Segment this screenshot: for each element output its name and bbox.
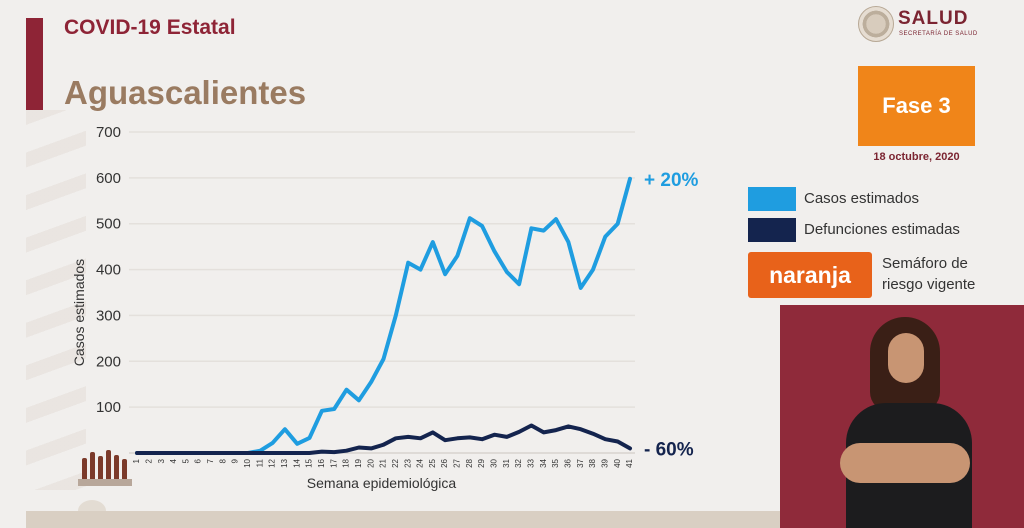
semaforo-text-line1: Semáforo de (882, 255, 968, 272)
legend-deaths-swatch (748, 218, 796, 242)
x-tick-label: 12 (268, 458, 277, 467)
x-tick-label: 19 (354, 458, 363, 467)
x-tick-label: 41 (625, 458, 634, 467)
y-tick-label: 500 (96, 216, 121, 233)
x-tick-label: 29 (477, 458, 486, 467)
x-tick-label: 6 (194, 458, 203, 463)
x-tick-label: 30 (490, 458, 499, 467)
x-tick-label: 24 (416, 458, 425, 467)
x-tick-label: 32 (514, 458, 523, 467)
x-tick-label: 20 (366, 458, 375, 467)
x-tick-label: 18 (342, 458, 351, 467)
x-tick-label: 36 (563, 458, 572, 467)
x-tick-label: 27 (453, 458, 462, 467)
logo-name: SALUD (898, 8, 969, 29)
logo-subtitle: SECRETARÍA DE SALUD (899, 31, 978, 37)
semaforo-text-line2: riesgo vigente (882, 276, 976, 293)
page-title: COVID-19 Estatal (64, 16, 236, 39)
annotation-deaths: - 60% (644, 439, 694, 460)
x-tick-label: 40 (613, 458, 622, 467)
x-tick-label: 34 (539, 458, 548, 467)
x-tick-label: 4 (169, 458, 178, 463)
state-name: Aguascalientes (64, 74, 307, 111)
x-tick-label: 5 (181, 458, 190, 463)
phase-date: 18 octubre, 2020 (873, 151, 960, 163)
legend-cases-label: Casos estimados (804, 190, 920, 207)
x-tick-label: 33 (527, 458, 536, 467)
x-tick-label: 35 (551, 458, 560, 467)
bottom-band (26, 511, 780, 528)
y-tick-label: 100 (96, 399, 121, 416)
x-tick-label: 10 (243, 458, 252, 467)
x-tick-label: 16 (317, 458, 326, 467)
sign-language-interpreter-video (780, 305, 1024, 528)
mexico-seal-icon (858, 6, 894, 42)
x-tick-label: 17 (329, 458, 338, 467)
semaforo-text: Semáforo de riesgo vigente (882, 253, 975, 295)
x-tick-label: 38 (588, 458, 597, 467)
x-tick-label: 26 (440, 458, 449, 467)
x-tick-label: 15 (305, 458, 314, 467)
x-tick-label: 31 (502, 458, 511, 467)
x-axis-label: Semana epidemiológica (307, 475, 457, 491)
legend-deaths-label: Defunciones estimadas (804, 221, 960, 238)
interpreter-hands (840, 443, 970, 483)
x-tick-label: 28 (465, 458, 474, 467)
x-tick-label: 11 (255, 458, 264, 467)
x-tick-label: 1 (132, 458, 141, 463)
x-tick-label: 3 (157, 458, 166, 463)
background-pattern (26, 110, 86, 490)
x-tick-label: 39 (600, 458, 609, 467)
series-line-deaths (135, 423, 632, 455)
y-tick-label: 300 (96, 307, 121, 324)
x-tick-label: 14 (292, 458, 301, 467)
x-tick-label: 7 (206, 458, 215, 463)
y-tick-label: 400 (96, 262, 121, 279)
x-tick-label: 37 (576, 458, 585, 467)
x-tick-label: 23 (403, 458, 412, 467)
bottom-left-emblem (78, 446, 132, 486)
salud-logo: SALUD SECRETARÍA DE SALUD (858, 6, 998, 46)
x-tick-label: 22 (391, 458, 400, 467)
x-tick-label: 8 (218, 458, 227, 463)
x-tick-label: 9 (231, 458, 240, 463)
y-tick-label: 200 (96, 353, 121, 370)
legend-cases-swatch (748, 187, 796, 211)
x-tick-label: 13 (280, 458, 289, 467)
interpreter-face (888, 333, 924, 383)
x-tick-label: 25 (428, 458, 437, 467)
phase-badge: Fase 3 (858, 66, 975, 146)
title-accent-bar (26, 18, 43, 110)
semaforo-badge: naranja (748, 252, 872, 298)
y-tick-label: 600 (96, 170, 121, 187)
y-axis-label: Casos estimados (71, 259, 87, 366)
x-tick-label: 2 (144, 458, 153, 463)
annotation-cases: + 20% (644, 170, 699, 191)
y-tick-label: 700 (96, 124, 121, 141)
x-tick-label: 21 (379, 458, 388, 467)
